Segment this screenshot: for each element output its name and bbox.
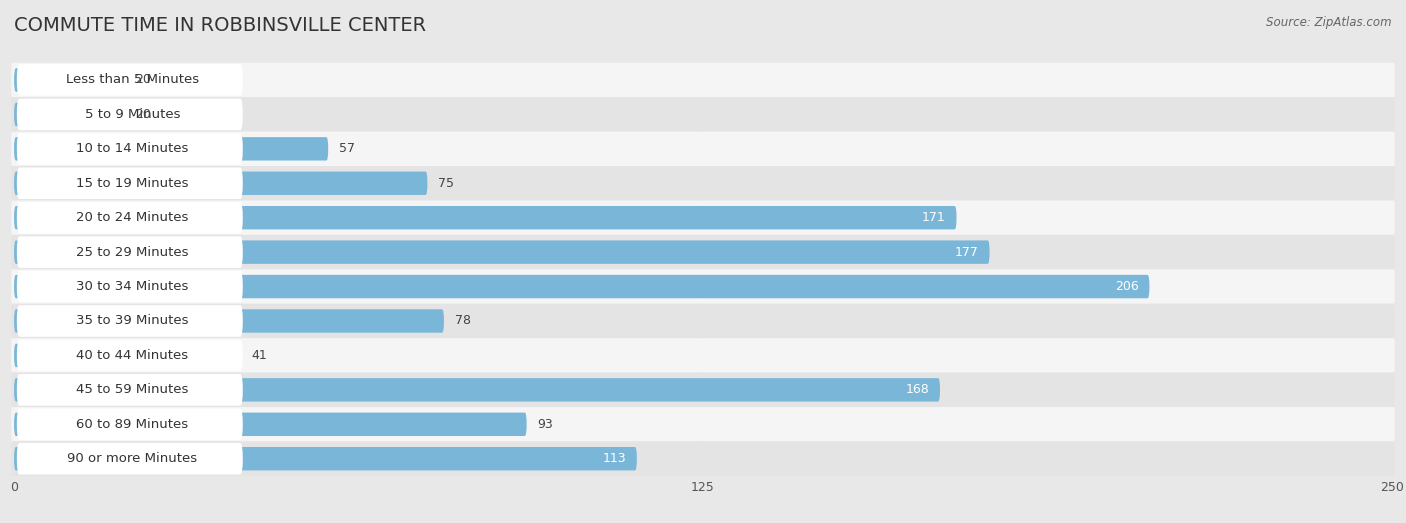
FancyBboxPatch shape bbox=[17, 408, 243, 440]
FancyBboxPatch shape bbox=[14, 103, 124, 126]
FancyBboxPatch shape bbox=[11, 200, 1395, 235]
Text: 30 to 34 Minutes: 30 to 34 Minutes bbox=[76, 280, 188, 293]
FancyBboxPatch shape bbox=[11, 63, 1395, 97]
Text: 35 to 39 Minutes: 35 to 39 Minutes bbox=[76, 314, 188, 327]
FancyBboxPatch shape bbox=[14, 447, 637, 470]
FancyBboxPatch shape bbox=[14, 378, 941, 402]
FancyBboxPatch shape bbox=[17, 64, 243, 96]
FancyBboxPatch shape bbox=[14, 206, 956, 230]
Text: 113: 113 bbox=[602, 452, 626, 465]
Text: 177: 177 bbox=[955, 246, 979, 259]
Text: 20 to 24 Minutes: 20 to 24 Minutes bbox=[76, 211, 188, 224]
Text: 75: 75 bbox=[439, 177, 454, 190]
Text: COMMUTE TIME IN ROBBINSVILLE CENTER: COMMUTE TIME IN ROBBINSVILLE CENTER bbox=[14, 16, 426, 35]
FancyBboxPatch shape bbox=[17, 167, 243, 199]
FancyBboxPatch shape bbox=[11, 304, 1395, 338]
FancyBboxPatch shape bbox=[11, 441, 1395, 476]
FancyBboxPatch shape bbox=[17, 99, 243, 130]
Text: 57: 57 bbox=[339, 142, 356, 155]
FancyBboxPatch shape bbox=[14, 137, 328, 161]
Text: 206: 206 bbox=[1115, 280, 1139, 293]
Text: 40 to 44 Minutes: 40 to 44 Minutes bbox=[76, 349, 188, 362]
Text: Source: ZipAtlas.com: Source: ZipAtlas.com bbox=[1267, 16, 1392, 29]
FancyBboxPatch shape bbox=[17, 305, 243, 337]
Text: 45 to 59 Minutes: 45 to 59 Minutes bbox=[76, 383, 188, 396]
FancyBboxPatch shape bbox=[11, 97, 1395, 132]
FancyBboxPatch shape bbox=[17, 202, 243, 233]
FancyBboxPatch shape bbox=[17, 339, 243, 371]
Text: 15 to 19 Minutes: 15 to 19 Minutes bbox=[76, 177, 188, 190]
FancyBboxPatch shape bbox=[11, 407, 1395, 441]
Text: 10 to 14 Minutes: 10 to 14 Minutes bbox=[76, 142, 188, 155]
Text: 93: 93 bbox=[537, 418, 554, 431]
FancyBboxPatch shape bbox=[14, 275, 1150, 298]
FancyBboxPatch shape bbox=[11, 269, 1395, 304]
FancyBboxPatch shape bbox=[17, 443, 243, 474]
FancyBboxPatch shape bbox=[11, 166, 1395, 200]
Text: 168: 168 bbox=[905, 383, 929, 396]
Text: 90 or more Minutes: 90 or more Minutes bbox=[67, 452, 198, 465]
FancyBboxPatch shape bbox=[17, 133, 243, 165]
Text: 41: 41 bbox=[252, 349, 267, 362]
FancyBboxPatch shape bbox=[11, 132, 1395, 166]
FancyBboxPatch shape bbox=[14, 69, 124, 92]
Text: 25 to 29 Minutes: 25 to 29 Minutes bbox=[76, 246, 188, 259]
Text: 20: 20 bbox=[135, 73, 152, 86]
FancyBboxPatch shape bbox=[14, 413, 527, 436]
Text: 78: 78 bbox=[456, 314, 471, 327]
FancyBboxPatch shape bbox=[14, 241, 990, 264]
Text: 60 to 89 Minutes: 60 to 89 Minutes bbox=[76, 418, 188, 431]
FancyBboxPatch shape bbox=[11, 338, 1395, 372]
FancyBboxPatch shape bbox=[17, 236, 243, 268]
FancyBboxPatch shape bbox=[17, 374, 243, 406]
FancyBboxPatch shape bbox=[11, 235, 1395, 269]
FancyBboxPatch shape bbox=[14, 172, 427, 195]
Text: 20: 20 bbox=[135, 108, 152, 121]
Text: 171: 171 bbox=[922, 211, 945, 224]
Text: 5 to 9 Minutes: 5 to 9 Minutes bbox=[84, 108, 180, 121]
Text: Less than 5 Minutes: Less than 5 Minutes bbox=[66, 73, 200, 86]
FancyBboxPatch shape bbox=[14, 309, 444, 333]
FancyBboxPatch shape bbox=[14, 344, 240, 367]
FancyBboxPatch shape bbox=[11, 372, 1395, 407]
FancyBboxPatch shape bbox=[17, 271, 243, 302]
